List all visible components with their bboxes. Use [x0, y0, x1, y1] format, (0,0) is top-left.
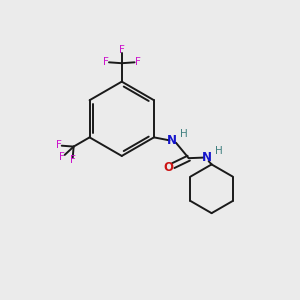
Text: H: H	[214, 146, 222, 156]
Text: F: F	[103, 57, 109, 67]
Text: O: O	[164, 160, 173, 174]
Text: F: F	[59, 152, 65, 162]
Text: F: F	[119, 45, 125, 55]
Text: F: F	[56, 140, 62, 150]
Text: N: N	[167, 134, 177, 147]
Text: N: N	[202, 151, 212, 164]
Text: H: H	[180, 129, 188, 139]
Text: F: F	[135, 57, 140, 67]
Text: F: F	[70, 155, 75, 165]
